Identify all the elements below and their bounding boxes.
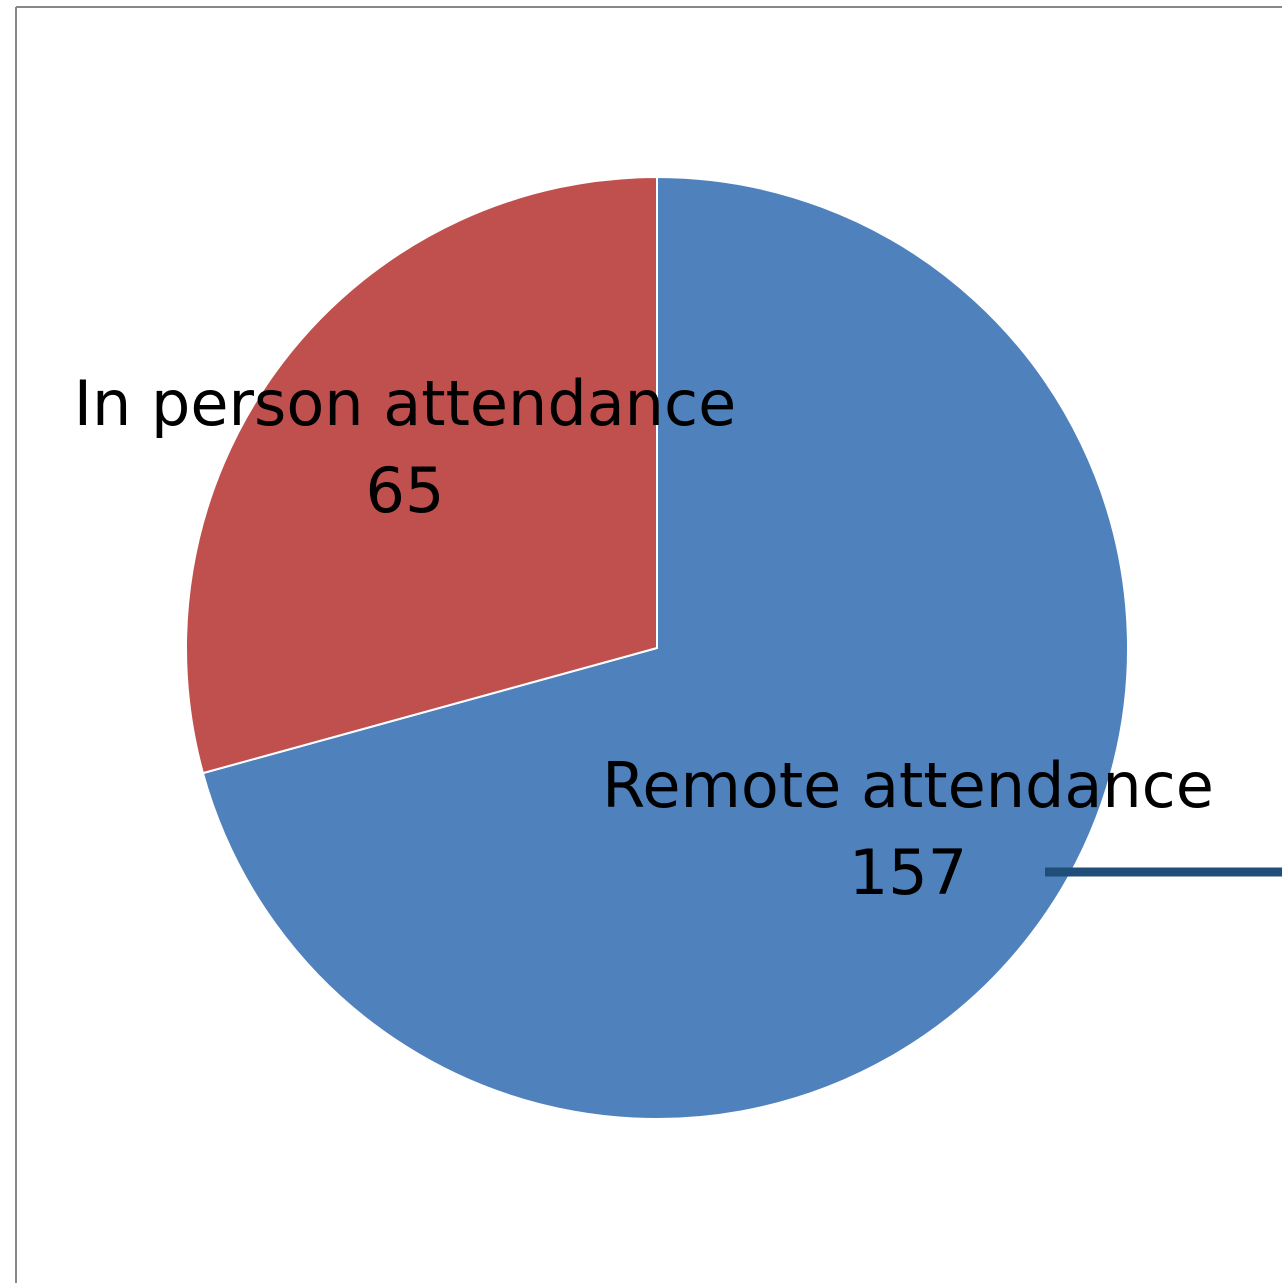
slice-value: 65 — [366, 454, 445, 527]
pie — [185, 175, 1129, 1120]
slice-label: Remote attendance — [602, 749, 1214, 822]
pie-slice — [185, 175, 658, 775]
pie-slice — [201, 175, 1129, 1120]
slice-value: 157 — [849, 836, 967, 909]
labels: Remote attendance 157 In person attendance… — [74, 367, 1214, 909]
slice-label: In person attendance — [74, 367, 736, 440]
